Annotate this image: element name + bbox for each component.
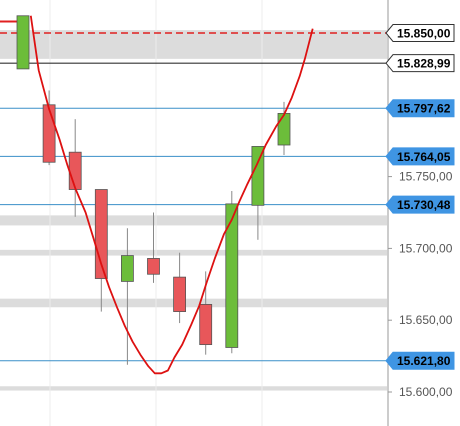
price-label-box bbox=[385, 54, 455, 73]
tick-label: 15.700,00 bbox=[399, 241, 453, 255]
tick-label: 15.600,00 bbox=[399, 385, 453, 399]
candle-down bbox=[68, 151, 82, 190]
price-label: 15.621,80 bbox=[397, 354, 451, 368]
price-label: 15.730,48 bbox=[397, 198, 451, 212]
candle-down bbox=[199, 304, 213, 346]
candle-up bbox=[225, 203, 239, 348]
price-label-box bbox=[385, 195, 455, 214]
price-label-box bbox=[385, 99, 455, 118]
price-label-box bbox=[385, 147, 455, 166]
vertical-grid bbox=[49, 0, 263, 426]
candlesticks bbox=[16, 15, 291, 365]
candle-down bbox=[147, 258, 160, 275]
curve-line bbox=[29, 15, 314, 375]
candle-up bbox=[121, 255, 134, 282]
candle-down bbox=[173, 276, 187, 312]
shaded-zone bbox=[0, 215, 387, 226]
candle-up bbox=[277, 113, 291, 146]
candle-up bbox=[251, 146, 265, 206]
tick-label: 15.650,00 bbox=[399, 313, 453, 327]
shaded-zone bbox=[0, 386, 387, 391]
tick-label: 15.750,00 bbox=[399, 170, 453, 184]
candle-up bbox=[16, 15, 30, 70]
price-level-labels: 15.850,00 15.828,99 15.797,62 15.764,05 15.7… bbox=[385, 24, 455, 370]
shaded-zone bbox=[0, 30, 387, 59]
shaded-zone bbox=[0, 298, 387, 308]
price-level-lines bbox=[0, 20, 389, 362]
price-label: 15.797,62 bbox=[397, 102, 451, 116]
price-label-box bbox=[385, 351, 455, 370]
price-label: 15.764,05 bbox=[397, 150, 451, 164]
shaded-zone bbox=[0, 249, 387, 256]
price-label-box bbox=[385, 24, 455, 42]
price-label: 15.850,00 bbox=[397, 27, 451, 41]
moving-average-curve bbox=[29, 15, 314, 375]
candle-down bbox=[42, 104, 56, 163]
price-label: 15.828,99 bbox=[397, 57, 451, 71]
shaded-zones bbox=[0, 30, 387, 391]
